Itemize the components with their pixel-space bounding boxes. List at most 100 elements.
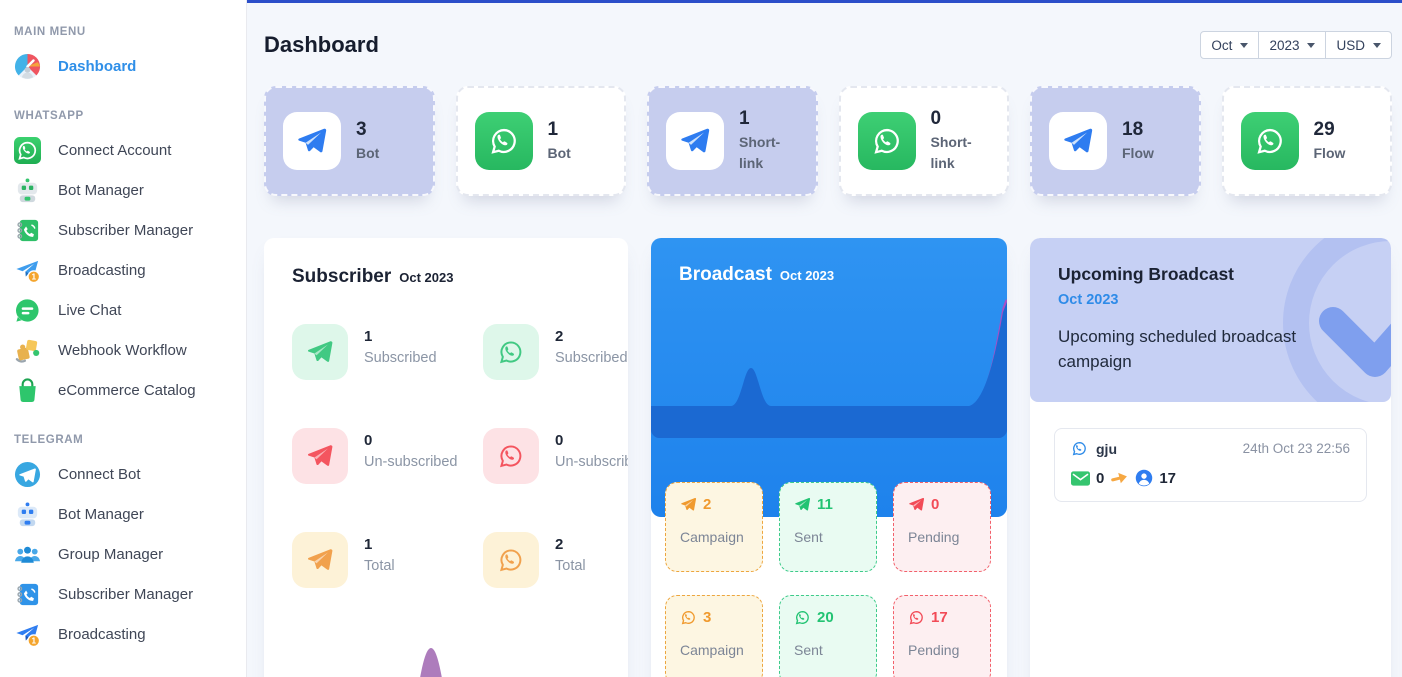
sidebar-item-label: Subscriber Manager: [58, 585, 194, 603]
stat-value: 3: [356, 118, 367, 140]
subscriber-tile-whatsapp-subscribed: 2 Subscribed: [483, 324, 628, 380]
broadcast-box-tg-sent: 11 Sent: [779, 482, 877, 572]
telegram-icon: [14, 461, 41, 488]
sidebar-item-connect-bot[interactable]: Connect Bot: [14, 454, 238, 494]
chevron-down-icon: [1307, 42, 1316, 48]
telegram-plane-icon: [909, 497, 925, 511]
whatsapp-icon: [795, 611, 809, 625]
stat-card-whatsapp-bot[interactable]: 1 Bot: [455, 86, 626, 196]
contact-book-icon: [14, 581, 41, 608]
telegram-plane-icon: [666, 112, 724, 170]
telegram-plane-icon: [283, 112, 341, 170]
stat-card-telegram-flow[interactable]: 18 Flow: [1030, 86, 1201, 196]
subscriber-card-period: Oct 2023: [399, 270, 454, 285]
broadcast-box-tg-pending: 0 Pending: [893, 482, 991, 572]
whatsapp-icon: [1240, 112, 1299, 170]
stat-label: Bot: [547, 144, 571, 161]
broadcast-telegram-stats: 2 Campaign 11 Sent 0 Pending: [665, 482, 991, 572]
broadcast-card-title: Broadcast: [679, 264, 772, 285]
campaign-timestamp: 24th Oct 23 22:56: [1242, 441, 1350, 456]
broadcast-plane-icon: 1: [14, 621, 41, 648]
whatsapp-icon: [483, 428, 539, 484]
tile-label: Total: [555, 558, 586, 574]
telegram-plane-icon: [795, 497, 811, 511]
broadcast-box-tg-campaign: 2 Campaign: [665, 482, 763, 572]
sidebar-item-group-manager[interactable]: Group Manager: [14, 534, 238, 574]
upcoming-description: Upcoming scheduled broadcast campaign: [1058, 327, 1297, 371]
sidebar-item-label: eCommerce Catalog: [58, 381, 196, 399]
subscriber-icon: [1136, 469, 1153, 487]
year-select-value: 2023: [1269, 37, 1300, 53]
tile-value: 1: [364, 328, 373, 345]
filter-group: Oct 2023 USD: [1200, 31, 1392, 59]
tile-label: Subscribed: [364, 350, 437, 366]
subscriber-card-title: Subscriber: [292, 266, 392, 287]
upcoming-broadcast-item[interactable]: gju 24th Oct 23 22:56 0 17: [1054, 428, 1367, 502]
year-select[interactable]: 2023: [1258, 31, 1327, 59]
sidebar-item-tg-subscriber-manager[interactable]: Subscriber Manager: [14, 574, 238, 614]
tile-label: Subscribed: [555, 350, 628, 366]
stat-label: Short-link: [739, 134, 781, 171]
subscriber-tile-whatsapp-unsubscribed: 0 Un-subscribed: [483, 428, 628, 484]
sidebar-heading-main-menu: MAIN MENU: [14, 26, 86, 38]
contact-book-icon: [14, 217, 41, 244]
tile-label: Total: [364, 558, 395, 574]
sidebar-item-label: Subscriber Manager: [58, 221, 194, 239]
sidebar-item-live-chat[interactable]: Live Chat: [14, 290, 238, 330]
tile-value: 0: [555, 432, 564, 449]
sidebar-item-tg-broadcasting[interactable]: 1 Broadcasting: [14, 614, 238, 654]
sidebar-item-tg-bot-manager[interactable]: Bot Manager: [14, 494, 238, 534]
broadcast-box-wa-pending: 17 Pending: [893, 595, 991, 677]
sidebar-heading-whatsapp: WHATSAPP: [14, 110, 84, 122]
stat-card-telegram-shortlink[interactable]: 1 Short-link: [647, 86, 818, 196]
tile-value: 2: [555, 536, 564, 553]
sidebar-item-webhook-workflow[interactable]: Webhook Workflow: [14, 330, 238, 370]
box-value: 2: [703, 496, 712, 513]
sidebar-item-dashboard[interactable]: Dashboard: [14, 46, 238, 86]
stat-card-whatsapp-shortlink[interactable]: 0 Short-link: [838, 86, 1009, 196]
chevron-down-icon: [1240, 42, 1249, 48]
month-select[interactable]: Oct: [1200, 31, 1260, 59]
box-label: Pending: [908, 529, 960, 545]
currency-select[interactable]: USD: [1325, 31, 1392, 59]
chevron-down-icon: [1373, 42, 1381, 48]
whatsapp-icon: [14, 136, 41, 164]
sidebar-item-label: Connect Account: [58, 141, 172, 159]
stat-label: Short-link: [930, 134, 972, 171]
stat-label: Bot: [356, 144, 380, 161]
telegram-plane-icon: [292, 428, 348, 484]
telegram-plane-icon: [681, 497, 697, 511]
sidebar-item-label: Live Chat: [58, 301, 122, 319]
broadcast-whatsapp-stats: 3 Campaign 20 Sent 17 Pending: [665, 595, 991, 677]
sidebar-item-wa-broadcasting[interactable]: 1 Broadcasting: [14, 250, 238, 290]
stat-card-telegram-bot[interactable]: 3 Bot: [264, 86, 435, 196]
tile-value: 0: [364, 432, 373, 449]
puzzle-icon: [14, 337, 41, 364]
sidebar-item-connect-account[interactable]: Connect Account: [14, 130, 238, 170]
sidebar-item-wa-subscriber-manager[interactable]: Subscriber Manager: [14, 210, 238, 250]
upcoming-broadcast-card: Upcoming Broadcast Oct 2023 Upcoming sch…: [1030, 238, 1391, 677]
sidebar: MAIN MENU Dashboard WHATSAPP Connect Acc…: [0, 0, 247, 677]
upcoming-broadcast-header: Upcoming Broadcast Oct 2023 Upcoming sch…: [1030, 238, 1391, 402]
stat-value: 29: [1313, 118, 1335, 140]
box-value: 20: [817, 609, 834, 626]
stat-value: 18: [1122, 118, 1144, 140]
broadcast-area-chart: [651, 299, 1007, 438]
envelope-icon: [1071, 470, 1090, 486]
broadcast-card-period: Oct 2023: [779, 268, 835, 283]
tile-value: 1: [364, 536, 373, 553]
box-label: Sent: [794, 529, 823, 545]
dashboard-gauge-icon: [14, 53, 41, 80]
telegram-plane-icon: [292, 532, 348, 588]
sidebar-item-label: Dashboard: [58, 57, 137, 75]
sidebar-item-wa-bot-manager[interactable]: Bot Manager: [14, 170, 238, 210]
broadcast-card: Broadcast Oct 2023 2 Campaign: [651, 238, 1007, 677]
broadcast-plane-icon: 1: [14, 257, 41, 284]
stat-value: 1: [739, 108, 750, 129]
stat-card-whatsapp-flow[interactable]: 29 Flow: [1221, 86, 1392, 196]
sidebar-item-ecommerce-catalog[interactable]: eCommerce Catalog: [14, 370, 238, 410]
whatsapp-icon: [483, 324, 539, 380]
whatsapp-icon: [909, 611, 923, 625]
box-value: 17: [931, 609, 948, 626]
sidebar-item-label: Group Manager: [58, 545, 164, 563]
